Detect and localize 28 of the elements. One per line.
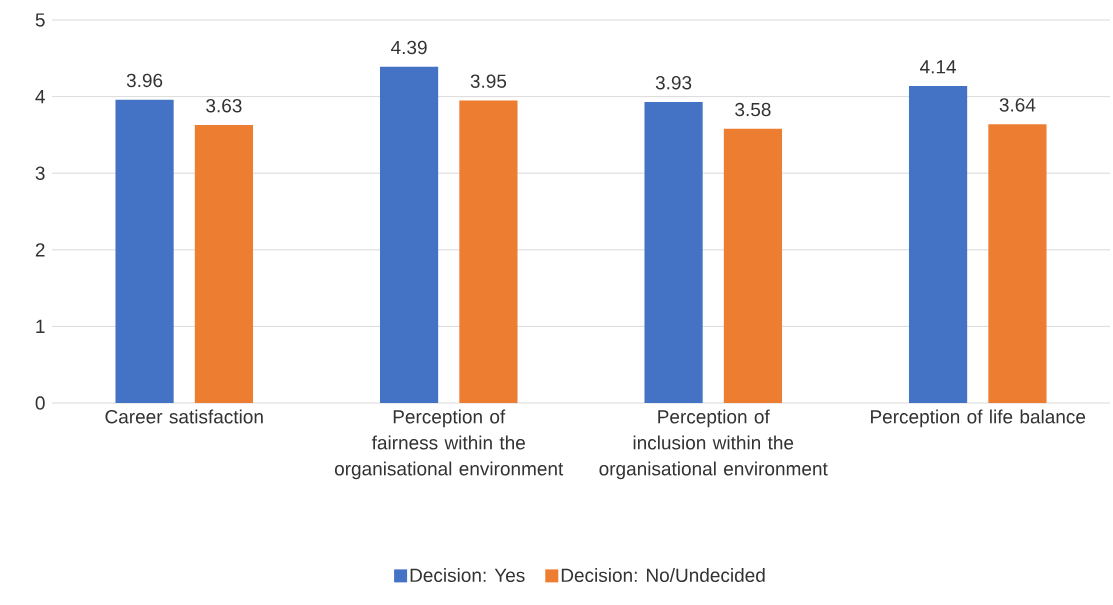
bar [194,124,254,403]
legend-label: Decision: Yes [410,568,525,583]
data-label: 3.63 [206,98,242,113]
y-tick-label: 3 [35,166,45,180]
bar [379,66,439,403]
y-tick-label: 5 [35,13,45,27]
x-tick-label: Perception of fairness within the organisational environment [334,409,564,480]
bar [723,128,783,403]
data-label: 3.58 [735,102,771,117]
data-label: 3.96 [126,73,163,88]
data-label: 4.14 [920,60,956,74]
y-tick-label: 1 [36,319,45,333]
x-tick-label: Career satisfaction [105,409,263,424]
y-tick-label: 0 [35,396,45,410]
data-label: 3.64 [999,98,1036,112]
bar [644,101,703,403]
bar [115,99,174,403]
data-label: 4.39 [391,40,427,55]
bar [908,85,968,403]
data-label: 3.93 [655,75,692,90]
x-tick-label: Perception of inclusion within the organisational environment [599,409,828,480]
x-tick-label: Perception of life balance [871,409,1086,428]
data-label: 3.95 [470,74,507,88]
y-tick-label: 2 [35,243,45,257]
legend-label: Decision: No/Undecided [561,568,765,583]
bar [459,100,518,403]
bar [988,124,1047,403]
y-tick-label: 4 [35,90,45,104]
